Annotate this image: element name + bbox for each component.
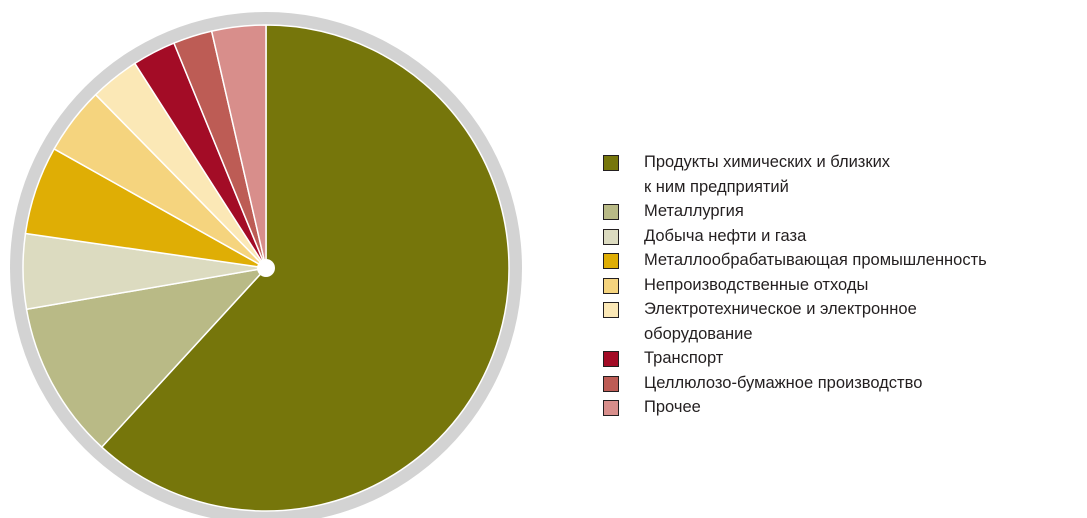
legend-swatch	[603, 155, 619, 171]
legend-label-line: Целлюлозо-бумажное производство	[644, 373, 923, 392]
legend-swatch	[603, 302, 619, 318]
legend-label-line: Добыча нефти и газа	[644, 226, 807, 245]
legend-swatch	[603, 351, 619, 367]
legend-item-metallurgy: Металлургия	[603, 199, 1083, 224]
pie-slice-0	[100, 24, 510, 512]
legend-label-line: к ним предприятий	[644, 177, 789, 196]
legend-label-line: Электротехническое и электронное	[644, 300, 917, 318]
legend-label-line: Продукты химических и близких	[644, 153, 891, 171]
legend-swatch	[603, 228, 619, 245]
legend-label-line: Металлургия	[644, 202, 744, 220]
legend-label-line: Непроизводственные отходы	[644, 275, 869, 294]
legend-swatch	[603, 375, 619, 392]
pie-center-dot	[257, 259, 275, 277]
pie-slice-8	[210, 24, 267, 269]
legend-item-oil-gas: Добыча нефти и газа	[603, 224, 1083, 249]
pie-slice-1	[25, 267, 267, 448]
legend-label-line: оборудование	[644, 324, 753, 343]
legend-swatch	[603, 253, 619, 269]
legend-item-non-production: Непроизводственные отходы	[603, 273, 1083, 298]
legend: Продукты химических и близких к ним пред…	[603, 150, 1083, 420]
legend-label-line: Прочее	[644, 398, 701, 416]
legend-item-chemical: Продукты химических и близких к ним пред…	[603, 150, 1083, 199]
legend-item-metalworking: Металлообрабатывающая промышленность	[603, 248, 1083, 273]
legend-item-pulp-paper: Целлюлозо-бумажное производство	[603, 371, 1083, 396]
legend-item-other: Прочее	[603, 395, 1083, 420]
legend-label-line: Транспорт	[644, 349, 724, 367]
legend-item-electrical: Электротехническое и электронное оборудо…	[603, 297, 1083, 346]
legend-item-transport: Транспорт	[603, 346, 1083, 371]
legend-swatch	[603, 204, 619, 220]
legend-swatch	[603, 400, 619, 416]
legend-swatch	[603, 277, 619, 294]
pie-slices	[22, 24, 510, 512]
legend-label-line: Металлообрабатывающая промышленность	[644, 251, 987, 269]
